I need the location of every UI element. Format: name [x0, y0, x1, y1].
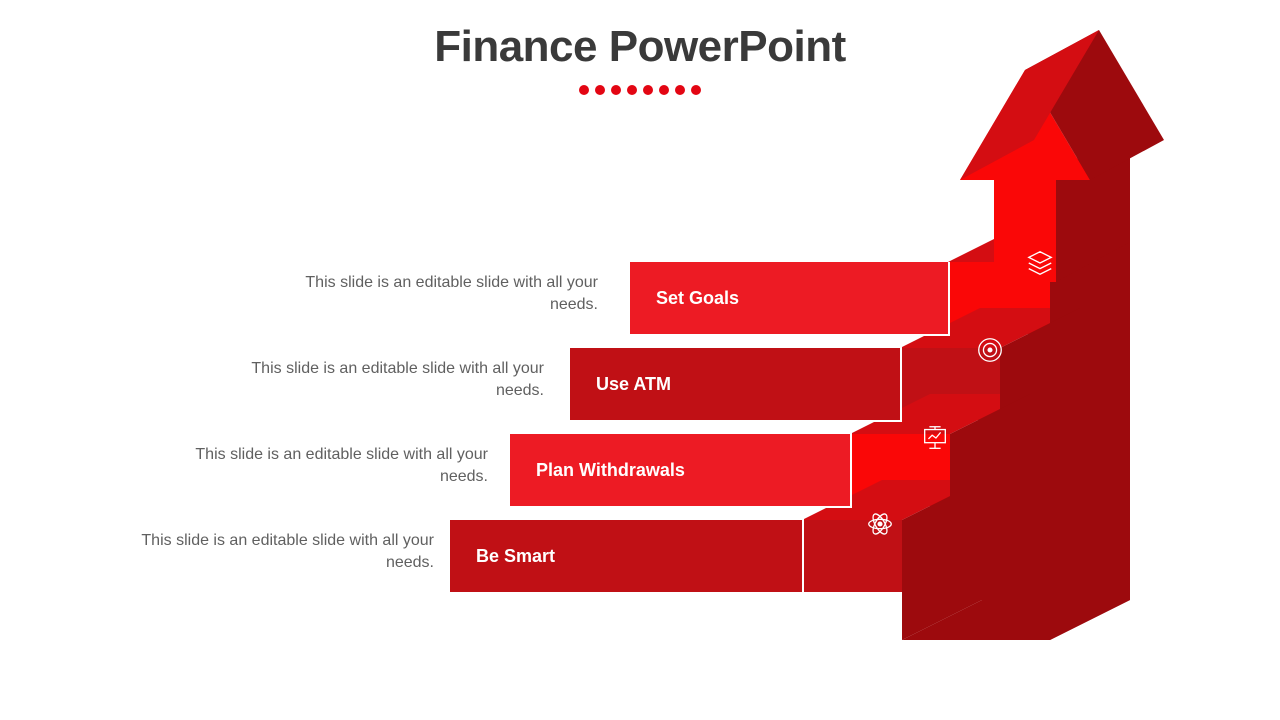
target-icon — [970, 330, 1010, 370]
step-bar-0: Set Goals — [630, 262, 948, 334]
layers-icon — [1020, 243, 1060, 283]
step-desc-3: This slide is an editable slide with all… — [104, 530, 434, 573]
atom-icon — [860, 504, 900, 544]
step-bar-3: Be Smart — [450, 520, 802, 592]
step-label: Set Goals — [656, 288, 739, 309]
board-icon — [915, 418, 955, 458]
step-desc-1: This slide is an editable slide with all… — [214, 358, 544, 401]
step-bar-2: Plan Withdrawals — [510, 434, 850, 506]
step-desc-0: This slide is an editable slide with all… — [268, 272, 598, 315]
diagram-stage: Set Goals This slide is an editable slide… — [0, 0, 1280, 720]
step-label: Plan Withdrawals — [536, 460, 685, 481]
step-bar-1: Use ATM — [570, 348, 900, 420]
step-label: Use ATM — [596, 374, 671, 395]
step-label: Be Smart — [476, 546, 555, 567]
step-desc-2: This slide is an editable slide with all… — [158, 444, 488, 487]
